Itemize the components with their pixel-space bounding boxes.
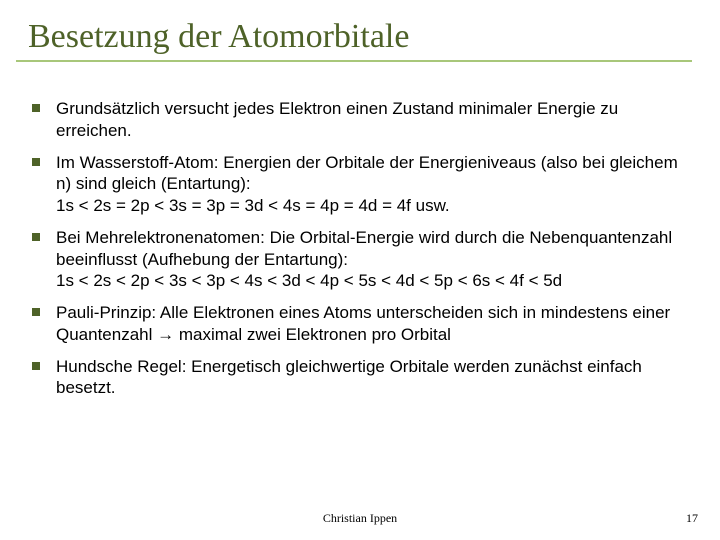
- title-underline: Besetzung der Atomorbitale: [16, 18, 692, 62]
- footer-author: Christian Ippen: [0, 511, 720, 526]
- square-bullet-icon: [32, 308, 40, 316]
- slide-title: Besetzung der Atomorbitale: [28, 18, 692, 56]
- list-item: Grundsätzlich versucht jedes Elektron ei…: [56, 98, 682, 142]
- bullet-list: Grundsätzlich versucht jedes Elektron ei…: [28, 98, 692, 399]
- list-item: Im Wasserstoff-Atom: Energien der Orbita…: [56, 152, 682, 217]
- square-bullet-icon: [32, 158, 40, 166]
- list-item: Pauli-Prinzip: Alle Elektronen eines Ato…: [56, 302, 682, 346]
- bullet-text: Hundsche Regel: Energetisch gleichwertig…: [56, 357, 642, 398]
- list-item: Bei Mehrelektronenatomen: Die Orbital-En…: [56, 227, 682, 292]
- bullet-text: Bei Mehrelektronenatomen: Die Orbital-En…: [56, 228, 672, 291]
- list-item: Hundsche Regel: Energetisch gleichwertig…: [56, 356, 682, 400]
- bullet-text: Pauli-Prinzip: Alle Elektronen eines Ato…: [56, 303, 670, 344]
- bullet-text: Grundsätzlich versucht jedes Elektron ei…: [56, 99, 618, 140]
- footer-page-number: 17: [686, 511, 698, 526]
- slide: Besetzung der Atomorbitale Grundsätzlich…: [0, 0, 720, 540]
- bullet-text: Im Wasserstoff-Atom: Energien der Orbita…: [56, 153, 678, 216]
- square-bullet-icon: [32, 362, 40, 370]
- square-bullet-icon: [32, 104, 40, 112]
- square-bullet-icon: [32, 233, 40, 241]
